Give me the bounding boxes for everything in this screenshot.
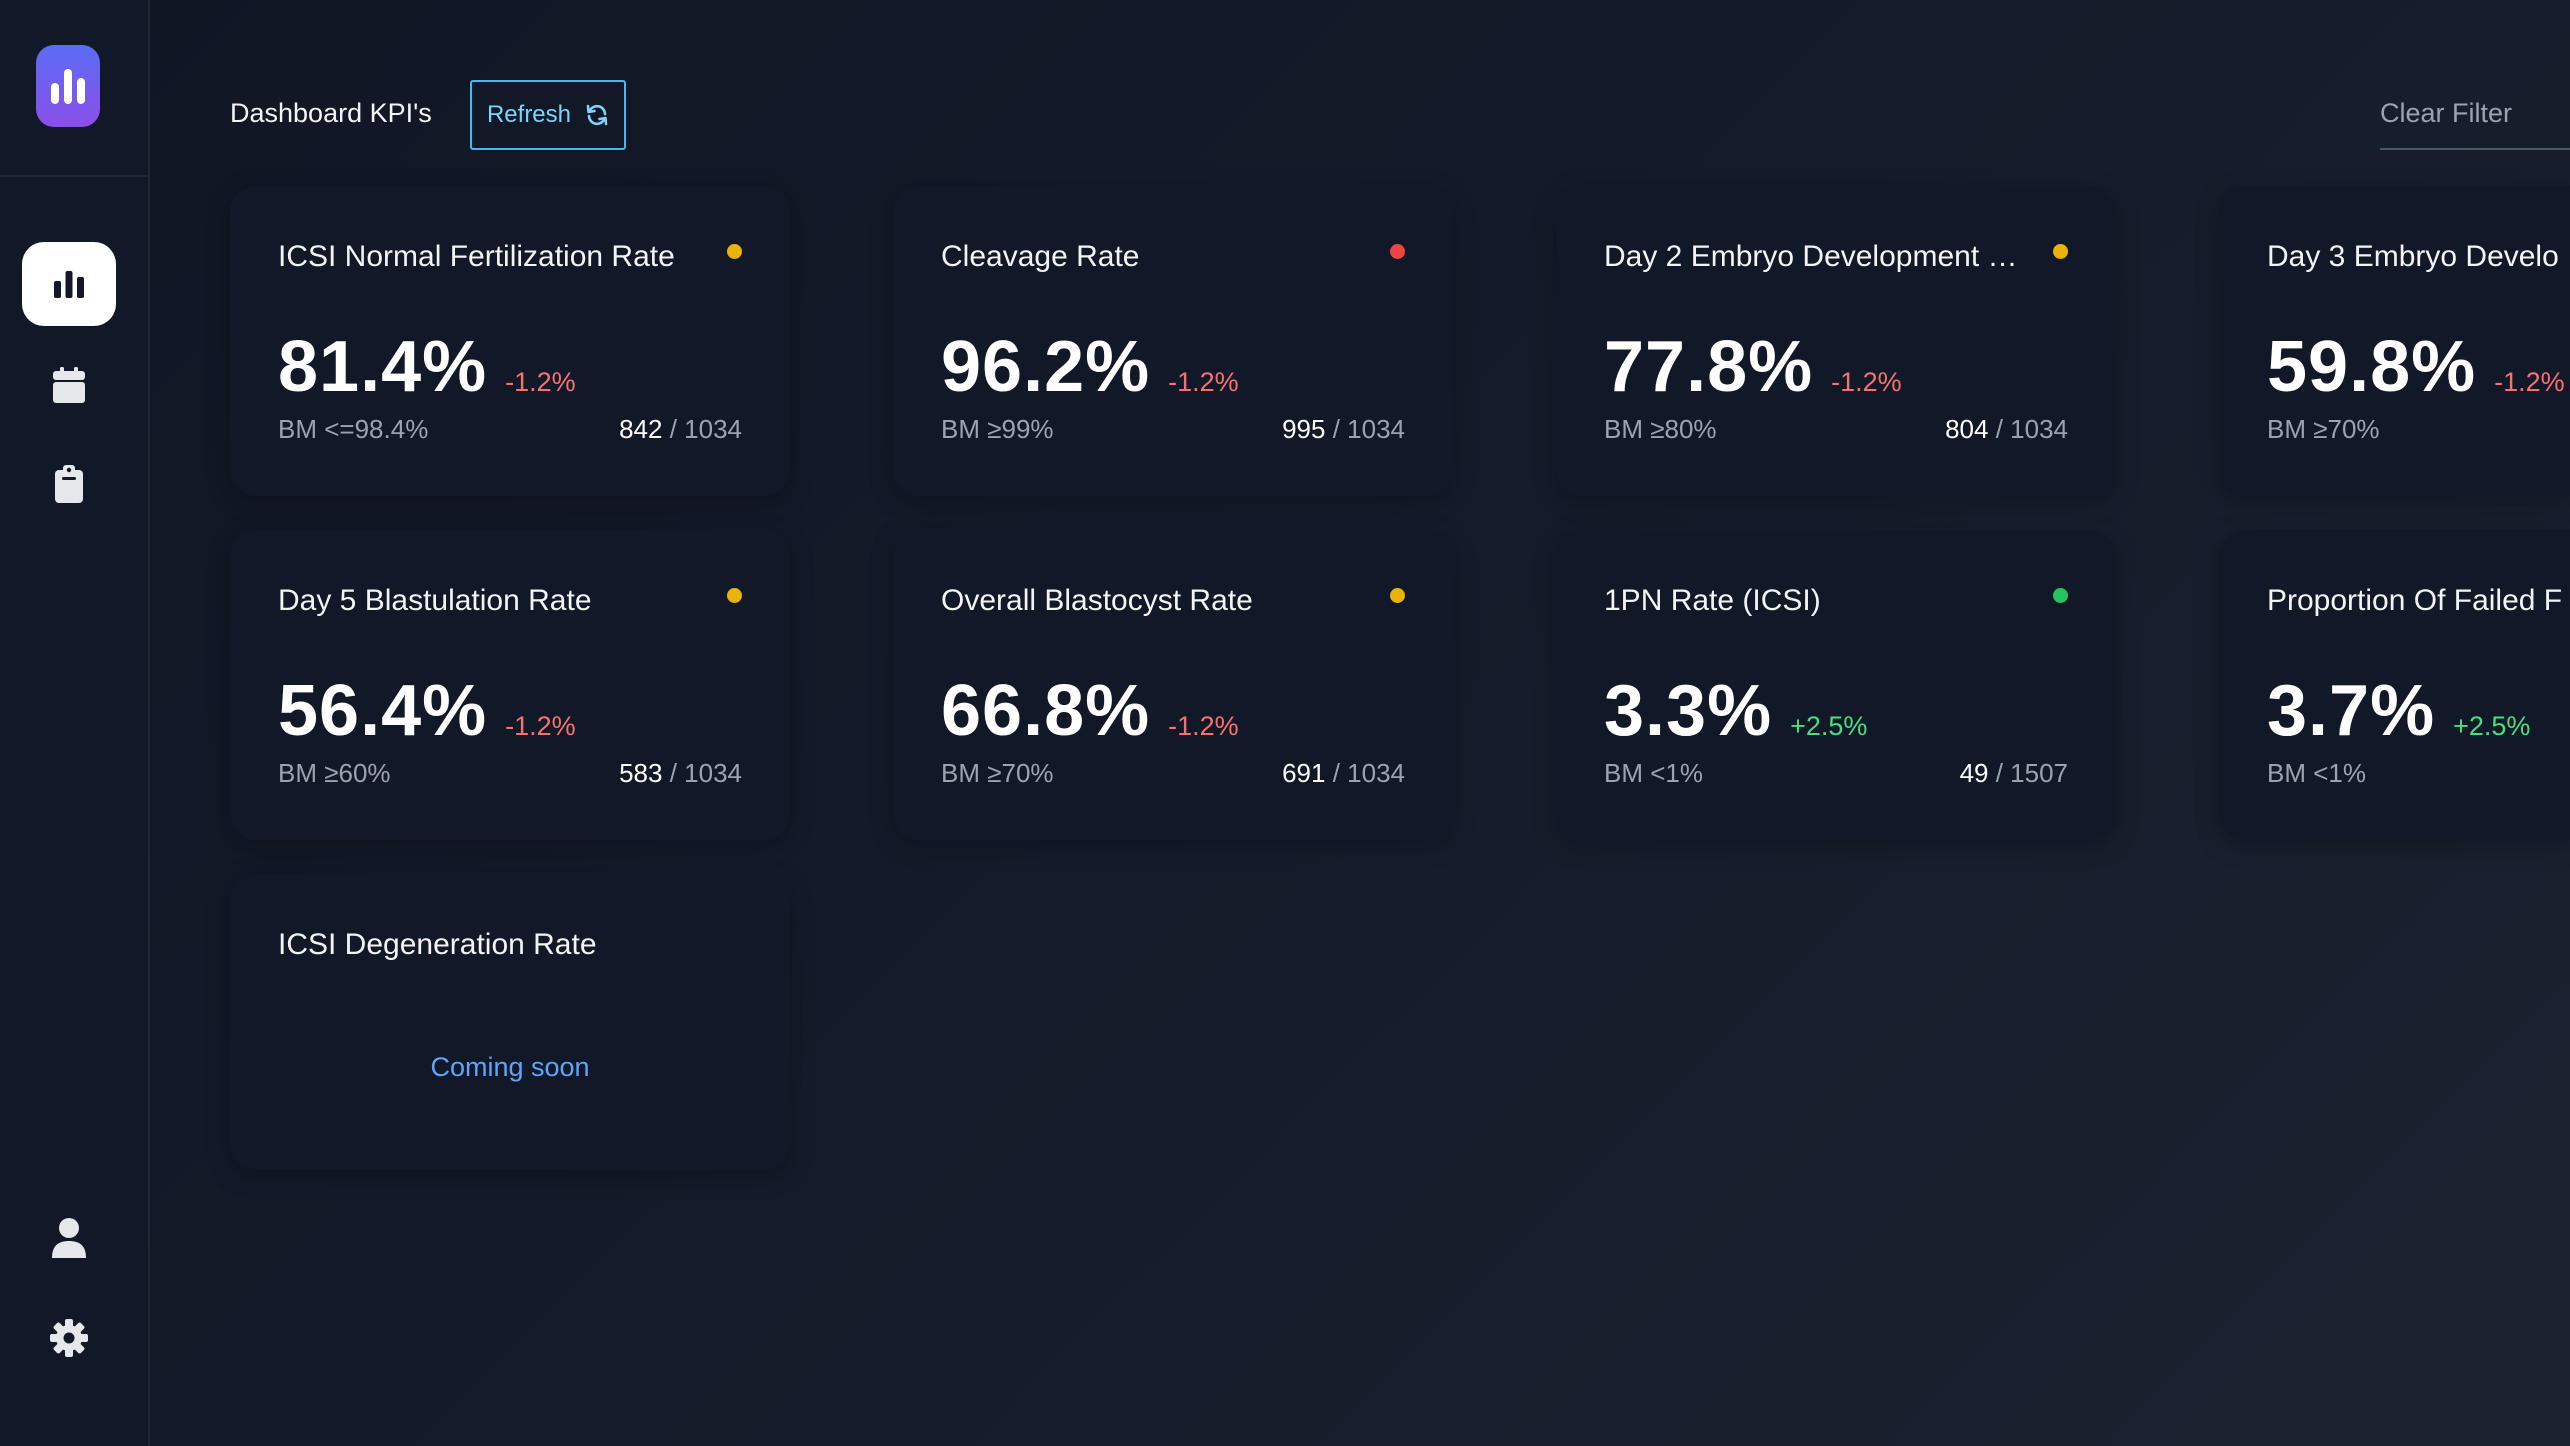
kpi-denominator: / 1034 [662,758,742,788]
sidebar-item-settings[interactable] [22,1296,116,1380]
kpi-count: 691 / 1034 [1282,758,1405,789]
kpi-value: 96.2% [941,327,1151,407]
calendar-icon [53,367,85,403]
status-dot-warning [1390,588,1405,603]
kpi-numerator: 691 [1282,758,1326,788]
kpi-denominator: / 1034 [1325,758,1405,788]
kpi-denominator: / 1034 [1988,414,2068,444]
sidebar-item-clipboard[interactable] [22,442,116,526]
kpi-change: -1.2% [1831,367,1902,397]
kpi-change: -1.2% [2494,367,2565,397]
coming-soon-label: Coming soon [430,1052,590,1082]
kpi-value-row: 3.3% +2.5% [1604,670,1867,752]
kpi-numerator: 995 [1282,414,1326,444]
status-dot-warning [727,588,742,603]
clipboard-icon [55,465,83,503]
status-dot-warning [2053,244,2068,259]
clear-filter-underline [2380,148,2570,150]
bar-chart-icon [54,271,84,298]
kpi-value: 56.4% [278,671,488,751]
sidebar-item-profile[interactable] [22,1196,116,1280]
status-dot-good [2053,588,2068,603]
kpi-count: 804 / 1034 [1945,414,2068,445]
kpi-count: 49 / 1507 [1960,758,2068,789]
kpi-title: ICSI Degeneration Rate [278,928,597,961]
kpi-denominator: / 1034 [662,414,742,444]
status-dot-bad [1390,244,1405,259]
user-icon [52,1218,86,1258]
kpi-card-icsi-degeneration[interactable]: ICSI Degeneration Rate Coming soon [230,874,790,1170]
kpi-value-row: 96.2% -1.2% [941,326,1239,408]
kpi-numerator: 49 [1959,758,1989,788]
kpi-title: Day 3 Embryo Develo [2267,240,2559,273]
kpi-benchmark: BM <1% [2267,758,2366,788]
kpi-title: Day 5 Blastulation Rate [278,584,592,617]
kpi-card-overall-blastocyst[interactable]: Overall Blastocyst Rate 66.8% -1.2% BM ≥… [893,530,1453,840]
kpi-value: 59.8% [2267,327,2477,407]
kpi-denominator: / 1034 [1325,414,1405,444]
kpi-value-row: 59.8% -1.2% [2267,326,2565,408]
kpi-benchmark: BM ≥70% [2267,414,2380,444]
kpi-numerator: 804 [1945,414,1989,444]
kpi-value: 81.4% [278,327,488,407]
kpi-card-day2-embryo-development[interactable]: Day 2 Embryo Development … 77.8% -1.2% B… [1556,186,2116,496]
kpi-benchmark: BM ≥60% [278,758,391,788]
refresh-label: Refresh [486,101,572,128]
kpi-value-row: 3.7% +2.5% [2267,670,2530,752]
kpi-value: 3.7% [2267,671,2436,751]
kpi-title: Proportion Of Failed F [2267,584,2563,617]
status-dot-warning [727,244,742,259]
kpi-change: -1.2% [1168,711,1239,741]
kpi-card-cleavage-rate[interactable]: Cleavage Rate 96.2% -1.2% BM ≥99% 995 / … [893,186,1453,496]
refresh-button[interactable]: Refresh [470,80,626,150]
kpi-change: -1.2% [505,367,576,397]
kpi-value-row: 81.4% -1.2% [278,326,576,408]
kpi-title: Overall Blastocyst Rate [941,584,1253,617]
kpi-value: 3.3% [1604,671,1773,751]
kpi-benchmark: BM <1% [1604,758,1703,788]
kpi-title: ICSI Normal Fertilization Rate [278,240,675,273]
kpi-denominator: / 1507 [1988,758,2068,788]
clear-filter-button[interactable]: Clear Filter [2380,98,2513,128]
sidebar-item-analytics[interactable] [22,242,116,326]
app-logo[interactable] [36,45,100,127]
kpi-title: Cleavage Rate [941,240,1140,273]
gear-icon [50,1319,88,1357]
refresh-icon [586,104,608,126]
kpi-change: -1.2% [1168,367,1239,397]
kpi-numerator: 583 [619,758,663,788]
kpi-value-row: 66.8% -1.2% [941,670,1239,752]
kpi-title: Day 2 Embryo Development … [1604,240,2018,273]
kpi-count: 583 / 1034 [619,758,742,789]
kpi-change: +2.5% [1790,711,1868,741]
kpi-count: 995 / 1034 [1282,414,1405,445]
kpi-value-row: 56.4% -1.2% [278,670,576,752]
kpi-change: -1.2% [505,711,576,741]
sidebar [0,0,150,1446]
kpi-benchmark: BM ≥80% [1604,414,1717,444]
kpi-value-row: 77.8% -1.2% [1604,326,1902,408]
kpi-value: 77.8% [1604,327,1814,407]
kpi-card-day3-embryo-development[interactable]: Day 3 Embryo Develo 59.8% -1.2% BM ≥70% [2219,186,2570,496]
page-title: Dashboard KPI's [230,98,432,128]
logo-chart-icon [51,69,85,104]
kpi-title: 1PN Rate (ICSI) [1604,584,1821,617]
kpi-benchmark: BM ≥70% [941,758,1054,788]
kpi-value: 66.8% [941,671,1151,751]
kpi-card-day5-blastulation[interactable]: Day 5 Blastulation Rate 56.4% -1.2% BM ≥… [230,530,790,840]
kpi-count: 842 / 1034 [619,414,742,445]
kpi-benchmark: BM <=98.4% [278,414,429,444]
kpi-card-icsi-normal-fertilization[interactable]: ICSI Normal Fertilization Rate 81.4% -1.… [230,186,790,496]
sidebar-item-calendar[interactable] [22,343,116,427]
kpi-benchmark: BM ≥99% [941,414,1054,444]
kpi-numerator: 842 [619,414,663,444]
kpi-card-proportion-failed[interactable]: Proportion Of Failed F 3.7% +2.5% BM <1% [2219,530,2570,840]
kpi-change: +2.5% [2453,711,2531,741]
sidebar-logo-area [0,0,148,177]
kpi-card-1pn-rate[interactable]: 1PN Rate (ICSI) 3.3% +2.5% BM <1% 49 / 1… [1556,530,2116,840]
